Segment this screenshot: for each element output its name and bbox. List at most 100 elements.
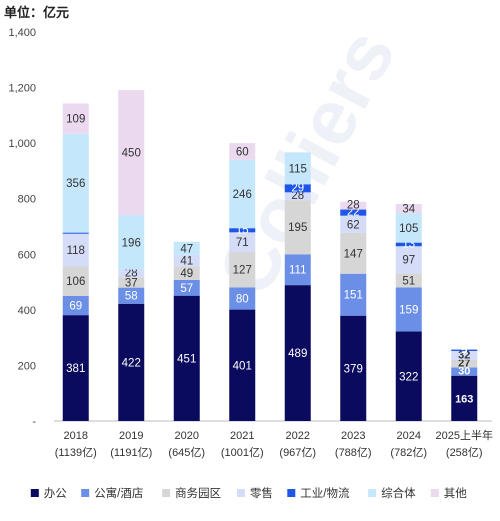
bar-segment[interactable] xyxy=(118,215,145,270)
bar-segment[interactable] xyxy=(173,254,200,267)
legend-swatch xyxy=(162,489,171,497)
bar-segment[interactable] xyxy=(118,269,145,278)
bar-segment[interactable] xyxy=(62,233,89,267)
data-label: 32 xyxy=(458,349,470,361)
bar-segment[interactable] xyxy=(173,295,200,421)
x-total-label: (258亿) xyxy=(446,446,483,459)
data-label: 29 xyxy=(291,182,304,194)
legend-label: 商务园区 xyxy=(175,486,221,500)
data-label: 41 xyxy=(180,256,193,268)
bar-segment[interactable] xyxy=(395,213,422,243)
y-tick-label: 800 xyxy=(18,194,36,206)
legend-swatch xyxy=(287,489,296,497)
bar-segment[interactable] xyxy=(229,252,256,288)
y-tick-label: - xyxy=(32,416,36,428)
y-tick-label: 200 xyxy=(18,360,36,372)
data-label: 28 xyxy=(125,267,138,279)
x-total-label: (782亿) xyxy=(390,446,427,459)
bar-segment[interactable] xyxy=(62,133,89,233)
bar-segment[interactable] xyxy=(229,287,256,310)
bar-segment[interactable] xyxy=(395,203,422,214)
data-label: 115 xyxy=(289,163,307,175)
bar-segment[interactable] xyxy=(395,331,422,421)
bar-segment[interactable] xyxy=(451,349,478,351)
bar-segment[interactable] xyxy=(284,254,311,286)
data-label: 106 xyxy=(66,276,85,288)
data-label: 451 xyxy=(177,353,196,365)
bar-segment[interactable] xyxy=(395,246,422,274)
bar-segment[interactable] xyxy=(340,315,367,421)
bar-segment[interactable] xyxy=(451,375,478,421)
data-label: 105 xyxy=(399,223,418,235)
data-label: 163 xyxy=(455,393,473,405)
bar-segment[interactable] xyxy=(62,266,89,296)
data-label: 71 xyxy=(236,237,249,249)
legend-label: 工业/物流 xyxy=(300,486,350,500)
data-label: 379 xyxy=(344,363,363,375)
bar-segment[interactable] xyxy=(229,309,256,421)
bar-segment[interactable] xyxy=(229,143,256,160)
bar-segment[interactable] xyxy=(173,279,200,296)
bar-segment[interactable] xyxy=(340,273,367,316)
bar-segment[interactable] xyxy=(229,228,256,233)
data-label: 151 xyxy=(344,290,363,302)
bar-segment[interactable] xyxy=(62,315,89,421)
data-label: 49 xyxy=(180,268,193,280)
bar-segment[interactable] xyxy=(451,350,478,360)
data-label: 57 xyxy=(180,283,193,295)
data-label: 37 xyxy=(125,277,138,289)
legend-swatch xyxy=(430,489,439,497)
bar-segment[interactable] xyxy=(118,90,145,216)
data-label: 246 xyxy=(233,189,252,201)
data-label: 51 xyxy=(402,275,415,287)
x-total-label: (1139亿) xyxy=(55,446,97,459)
data-label: 159 xyxy=(399,304,418,316)
data-label: 381 xyxy=(66,363,85,375)
bar-segment[interactable] xyxy=(451,359,478,368)
data-label: 111 xyxy=(289,265,306,277)
y-tick-label: 600 xyxy=(18,249,36,261)
data-label: 422 xyxy=(122,357,141,369)
bar-segment[interactable] xyxy=(229,159,256,229)
data-label: 47 xyxy=(180,243,193,255)
bar-segment[interactable] xyxy=(340,201,367,210)
bar-segment[interactable] xyxy=(173,266,200,280)
data-label: 401 xyxy=(233,360,252,372)
bar-segment[interactable] xyxy=(229,232,256,253)
x-total-label: (645亿) xyxy=(168,446,205,459)
bar-segment[interactable] xyxy=(62,232,89,234)
bar-segment[interactable] xyxy=(118,287,145,304)
bar-segment[interactable] xyxy=(395,287,422,332)
x-tick-label: 2018 xyxy=(64,430,88,442)
y-tick-label: 1,000 xyxy=(8,138,36,150)
bar-segment[interactable] xyxy=(395,242,422,247)
x-tick-label: 2022 xyxy=(286,430,310,442)
bar-segment[interactable] xyxy=(340,209,367,216)
legend-label: 其他 xyxy=(444,487,467,500)
bar-segment[interactable] xyxy=(284,285,311,421)
data-label: 489 xyxy=(288,348,307,360)
y-tick-label: 1,200 xyxy=(8,83,36,95)
bar-segment[interactable] xyxy=(340,232,367,274)
bar-segment[interactable] xyxy=(284,184,311,193)
data-label: 147 xyxy=(344,248,363,260)
data-label: 450 xyxy=(122,148,141,160)
bar-segment[interactable] xyxy=(173,241,200,255)
bar-segment[interactable] xyxy=(62,103,89,134)
bar-segment[interactable] xyxy=(62,295,89,316)
bar-segment[interactable] xyxy=(340,215,367,233)
data-label: 80 xyxy=(236,293,249,305)
legend-swatch xyxy=(81,489,90,497)
bar-segment[interactable] xyxy=(284,192,311,201)
data-label: 356 xyxy=(66,178,85,190)
bar-segment[interactable] xyxy=(284,152,311,185)
bar-segment[interactable] xyxy=(395,273,422,288)
bar-segment[interactable] xyxy=(451,367,478,376)
data-label: 27 xyxy=(458,358,470,370)
bar-segment[interactable] xyxy=(284,200,311,255)
x-tick-label: 2025上半年 xyxy=(436,428,493,442)
bar-segment[interactable] xyxy=(118,303,145,421)
legend-label: 公寓/酒店 xyxy=(94,486,143,500)
bar-segment[interactable] xyxy=(118,277,145,288)
